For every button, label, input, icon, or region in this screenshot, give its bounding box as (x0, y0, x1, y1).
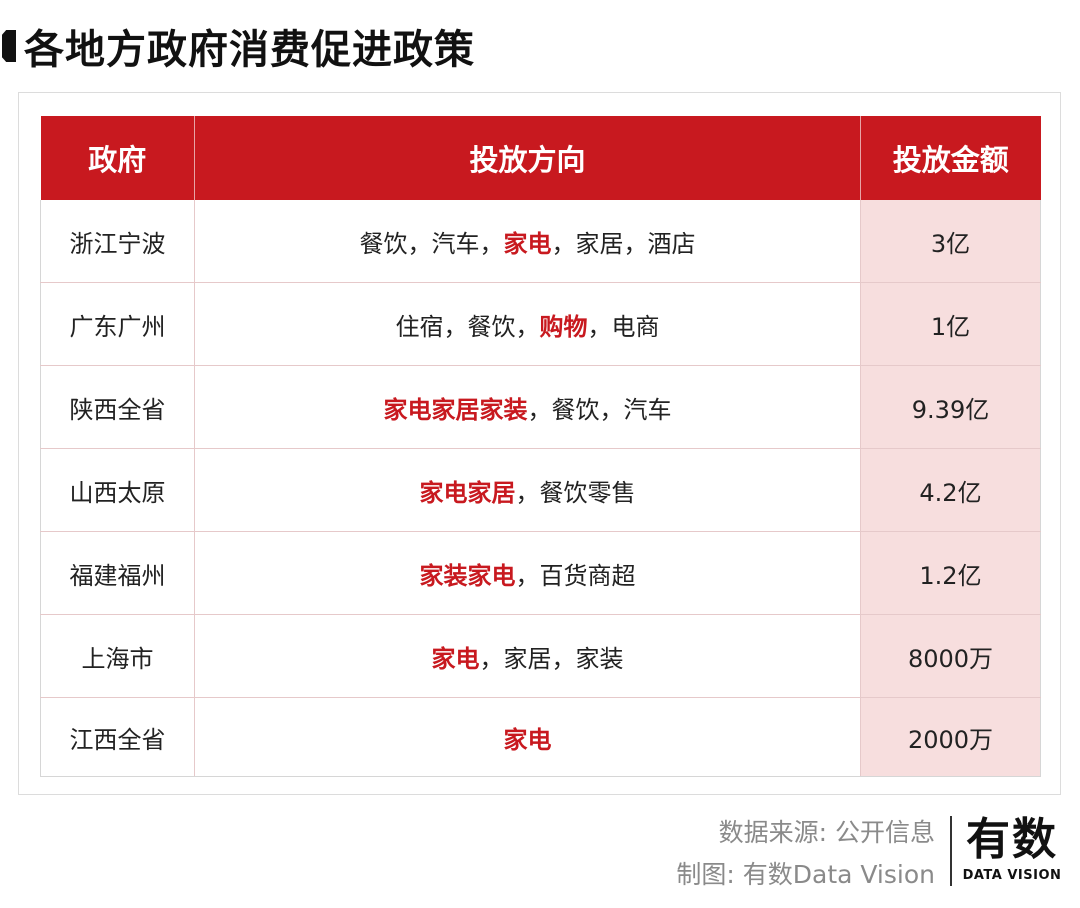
cell-amount: 4.2亿 (860, 448, 1041, 532)
data-vision-logo: 有数 DATA VISION (962, 814, 1062, 883)
table-row: 浙江宁波 餐饮，汽车，家电，家居，酒店 3亿 (40, 200, 1041, 283)
direction-highlight: 家电家居 (419, 478, 516, 507)
cell-government: 上海市 (40, 614, 195, 698)
table-row: 陕西全省 家电家居家装，餐饮，汽车 9.39亿 (40, 365, 1041, 449)
title-marker-icon (2, 30, 16, 62)
policy-table-card: 政府 投放方向 投放金额 浙江宁波 餐饮，汽车，家电，家居，酒店 3亿 广东广州 住宿，… (18, 92, 1061, 795)
footer-divider (950, 816, 952, 886)
direction-highlight: 家电家居家装 (383, 395, 528, 424)
cell-government: 浙江宁波 (40, 200, 195, 283)
table-row: 上海市 家电，家居，家装 8000万 (40, 614, 1041, 698)
credit-note: 制图: 有数Data Vision (676, 860, 935, 889)
cell-government: 广东广州 (40, 282, 195, 366)
cell-amount: 2000万 (860, 697, 1041, 777)
direction-highlight: 家电 (503, 229, 552, 258)
logo-main-text: 有数 (966, 814, 1058, 865)
cell-amount: 8000万 (860, 614, 1041, 698)
direction-text: ，家居，酒店 (551, 229, 696, 258)
direction-highlight: 家电 (431, 644, 480, 673)
cell-direction: 餐饮，汽车，家电，家居，酒店 (194, 200, 861, 283)
direction-text: ，百货商超 (515, 561, 636, 590)
cell-amount: 1.2亿 (860, 531, 1041, 615)
cell-government: 江西全省 (40, 697, 195, 777)
direction-highlight: 家装家电 (419, 561, 516, 590)
direction-text: ，家居，家装 (479, 644, 624, 673)
direction-text: 住宿，餐饮， (395, 312, 540, 341)
cell-direction: 家电家居家装，餐饮，汽车 (194, 365, 861, 449)
direction-highlight: 购物 (539, 312, 588, 341)
direction-text: ，餐饮零售 (515, 478, 636, 507)
cell-amount: 1亿 (860, 282, 1041, 366)
header-direction: 投放方向 (194, 116, 861, 200)
cell-amount: 9.39亿 (860, 365, 1041, 449)
table-header-row: 政府 投放方向 投放金额 (40, 116, 1041, 200)
table-row: 江西全省 家电 2000万 (40, 697, 1041, 777)
cell-government: 山西太原 (40, 448, 195, 532)
table-row: 广东广州 住宿，餐饮，购物，电商 1亿 (40, 282, 1041, 366)
footer-source-block: 数据来源: 公开信息 制图: 有数Data Vision (676, 812, 935, 896)
table-body: 浙江宁波 餐饮，汽车，家电，家居，酒店 3亿 广东广州 住宿，餐饮，购物，电商 1亿 陕西全… (40, 200, 1041, 777)
cell-direction: 家装家电，百货商超 (194, 531, 861, 615)
policy-table: 政府 投放方向 投放金额 浙江宁波 餐饮，汽车，家电，家居，酒店 3亿 广东广州 住宿，… (40, 116, 1041, 777)
source-note: 数据来源: 公开信息 (718, 818, 935, 847)
page-title-bar: 各地方政府消费促进政策 (0, 18, 475, 74)
cell-direction: 住宿，餐饮，购物，电商 (194, 282, 861, 366)
page-title: 各地方政府消费促进政策 (24, 27, 475, 73)
table-row: 福建福州 家装家电，百货商超 1.2亿 (40, 531, 1041, 615)
direction-text: ，餐饮，汽车 (527, 395, 672, 424)
header-amount: 投放金额 (860, 116, 1041, 200)
table-row: 山西太原 家电家居，餐饮零售 4.2亿 (40, 448, 1041, 532)
direction-text: ，电商 (587, 312, 660, 341)
logo-sub-text: DATA VISION (962, 868, 1062, 883)
direction-text: 餐饮，汽车， (359, 229, 504, 258)
cell-direction: 家电 (194, 697, 861, 777)
direction-highlight: 家电 (503, 725, 552, 754)
cell-direction: 家电，家居，家装 (194, 614, 861, 698)
cell-amount: 3亿 (860, 200, 1041, 283)
header-government: 政府 (40, 116, 195, 200)
cell-direction: 家电家居，餐饮零售 (194, 448, 861, 532)
cell-government: 陕西全省 (40, 365, 195, 449)
cell-government: 福建福州 (40, 531, 195, 615)
